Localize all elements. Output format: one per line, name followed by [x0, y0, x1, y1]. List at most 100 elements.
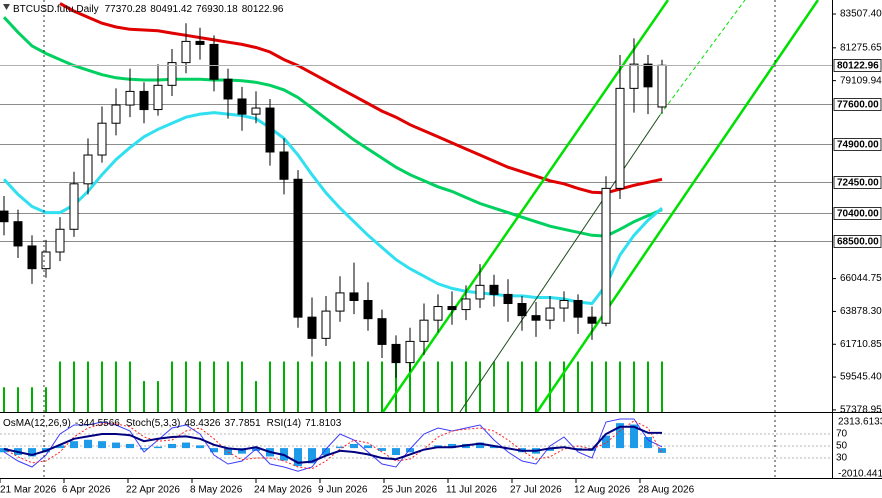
histogram-bar — [546, 448, 554, 451]
indicator-value: 37.7851 — [225, 418, 262, 429]
volume-bar — [339, 361, 341, 412]
histogram-bar — [84, 439, 92, 449]
indicator-value: 48.4326 — [184, 418, 221, 429]
histogram-bar — [630, 424, 638, 449]
candle-body — [27, 245, 37, 270]
histogram-bar — [140, 448, 148, 450]
volume-bar — [409, 361, 411, 412]
y-tick-label: 66044.75 — [840, 273, 882, 284]
histogram-bar — [602, 435, 610, 449]
indicator-line — [3, 418, 663, 472]
volume-bar — [633, 361, 635, 412]
volume-bar — [73, 361, 75, 412]
histogram-bar — [182, 442, 190, 449]
candle-body — [503, 293, 513, 305]
histogram-bar — [350, 443, 358, 449]
candle-body — [363, 299, 373, 320]
volume-bar — [255, 381, 257, 412]
candle-body — [69, 183, 79, 230]
histogram-bar — [448, 443, 456, 449]
volume-bar — [619, 361, 621, 412]
candle-body — [587, 316, 597, 324]
volume-bar — [367, 361, 369, 412]
candle-body — [111, 104, 121, 124]
candle-body — [181, 40, 191, 64]
histogram-bar — [70, 441, 78, 449]
candle-body — [307, 316, 317, 339]
histogram-bar — [476, 442, 484, 449]
moving-average — [2, 16, 663, 238]
candle-body — [293, 178, 303, 318]
candle-body — [615, 87, 625, 189]
volume-bar — [451, 361, 453, 412]
histogram-bar — [154, 446, 162, 449]
current-price-box — [833, 59, 882, 72]
candle-body — [433, 306, 443, 321]
y2-tick-label: 70 — [836, 429, 848, 440]
histogram-bar — [364, 445, 372, 449]
y-tick-label: 81275.65 — [840, 42, 882, 53]
candle-body — [349, 292, 359, 301]
volume-bar — [3, 387, 5, 412]
candle-body — [125, 90, 135, 106]
volume-bar — [129, 361, 131, 412]
x-tick-label: 8 May 2026 — [190, 485, 243, 496]
header-open: 77370.28 — [105, 4, 147, 15]
volume-bar — [185, 361, 187, 412]
volume-bar — [395, 361, 397, 412]
y-tick-label: 61710.85 — [840, 339, 882, 350]
candle-body — [461, 298, 471, 311]
candle-body — [573, 299, 583, 318]
indicator-value: -344.5566 — [75, 418, 120, 429]
candle-body — [0, 210, 9, 223]
volume-bar — [591, 361, 593, 412]
y-tick-label: 83507.40 — [840, 9, 882, 20]
histogram-bar — [196, 445, 204, 449]
volume-bar — [171, 361, 173, 412]
indicator-name: RSI(14) — [267, 418, 301, 429]
volume-bar — [353, 361, 355, 412]
candle-body — [251, 107, 261, 115]
candle-body — [139, 90, 149, 111]
header-low: 76930.18 — [196, 4, 238, 15]
x-tick-label: 6 Apr 2026 — [62, 485, 111, 496]
indicator-name: Stoch(5,3,3) — [126, 418, 180, 429]
candle-body — [55, 228, 65, 253]
level-label-box — [833, 98, 882, 111]
y-tick-label: 79109.94 — [840, 75, 882, 86]
candle-body — [97, 122, 107, 156]
y-tick-label: 57378.95 — [840, 405, 882, 416]
current-price-label: 80122.96 — [837, 61, 879, 72]
volume-bar — [143, 381, 145, 412]
volume-bar — [423, 361, 425, 412]
candle-body — [321, 310, 331, 339]
histogram-bar — [378, 448, 386, 451]
candle-body — [391, 343, 401, 364]
candle-body — [419, 319, 429, 342]
volume-bar — [465, 361, 467, 412]
volume-bar — [549, 361, 551, 412]
volume-bar — [661, 361, 663, 412]
candle-body — [405, 340, 415, 364]
volume-bar — [535, 361, 537, 412]
volume-bar — [521, 361, 523, 412]
histogram-bar — [28, 448, 36, 457]
candle-body — [237, 98, 247, 115]
volume-bar — [199, 361, 201, 412]
histogram-bar — [658, 448, 666, 453]
indicator-name: OsMA(12,26,9) — [3, 418, 71, 429]
histogram-bar — [112, 442, 120, 449]
histogram-bar — [616, 423, 624, 449]
level-label: 72450.00 — [837, 178, 879, 189]
x-tick-label: 21 Mar 2026 — [0, 485, 57, 496]
histogram-bar — [98, 441, 106, 449]
volume-bar — [311, 361, 313, 412]
volume-bar — [479, 361, 481, 412]
histogram-bar — [126, 443, 134, 449]
indicator-line — [3, 425, 663, 464]
histogram-bar — [308, 448, 316, 464]
